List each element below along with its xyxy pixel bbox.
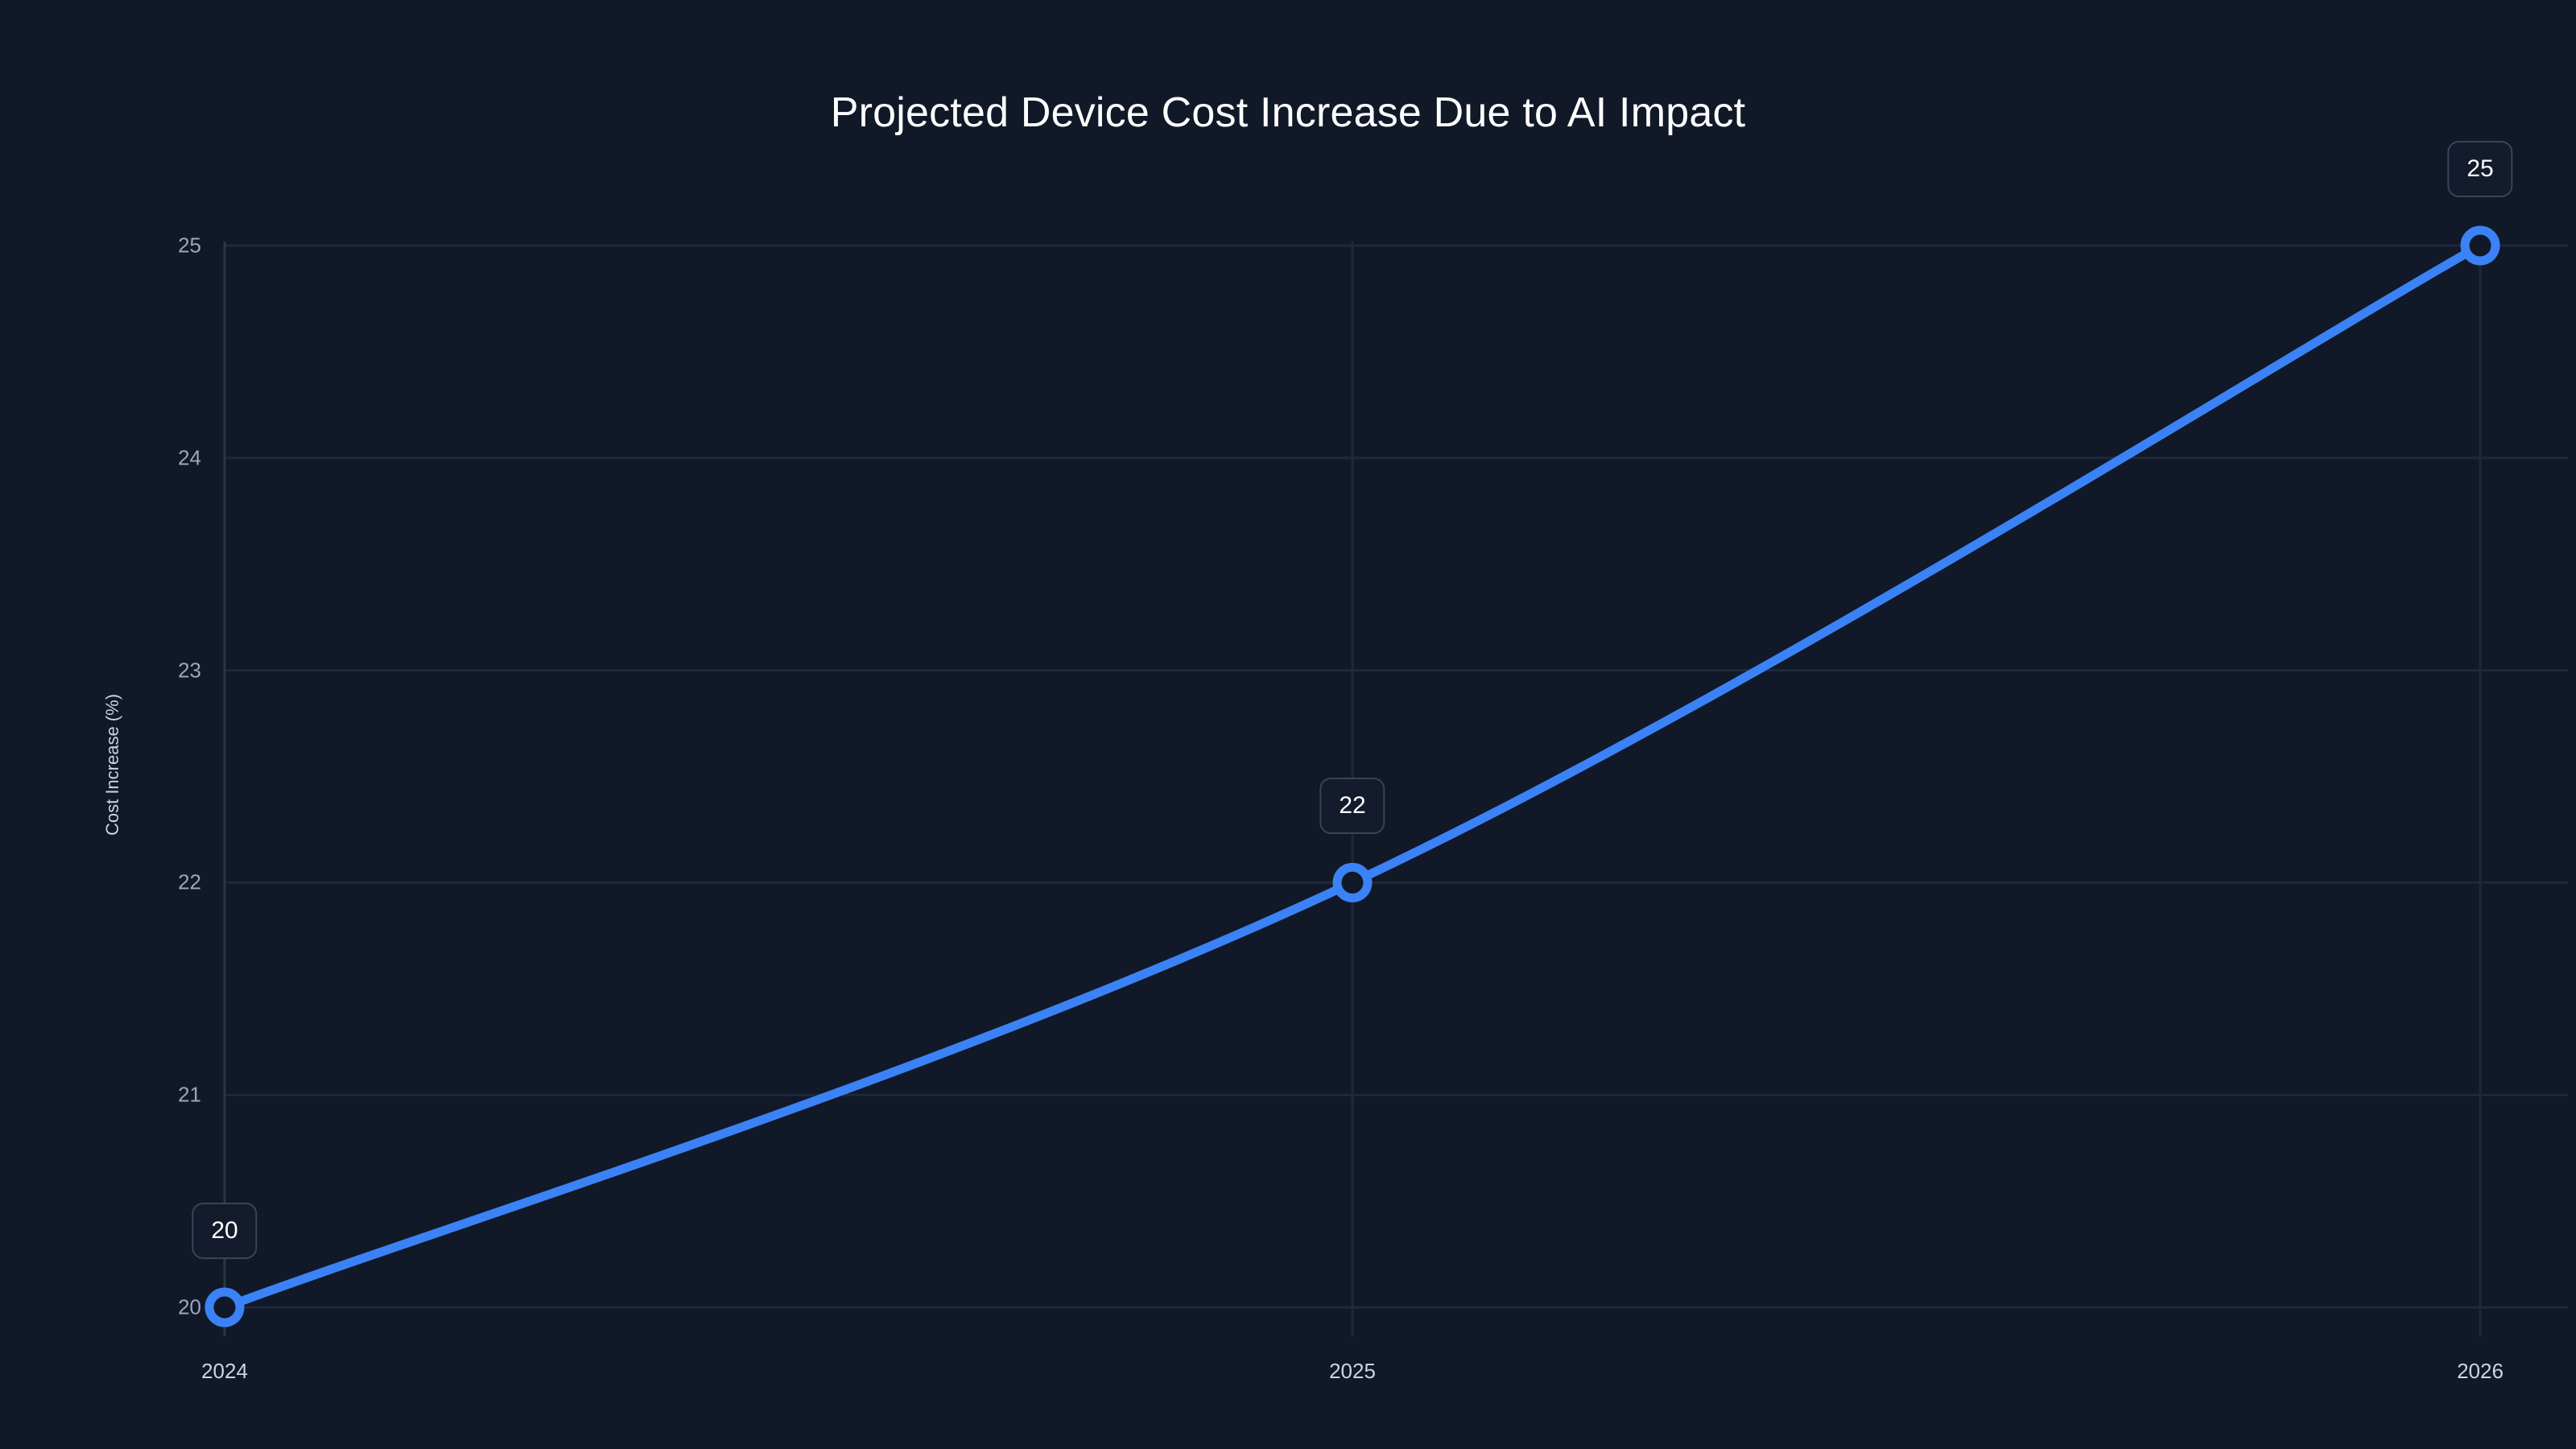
y-axis-tick-label: 20 bbox=[178, 1294, 201, 1319]
x-axis-tick-label: 2024 bbox=[201, 1359, 248, 1383]
y-axis-tick-label: 21 bbox=[178, 1082, 201, 1107]
data-point-value-badge: 22 bbox=[1319, 778, 1385, 835]
data-point-marker[interactable] bbox=[2460, 225, 2500, 266]
data-point-value-badge: 25 bbox=[2447, 141, 2513, 197]
horizontal-gridlines bbox=[225, 244, 2568, 1309]
y-axis-tick-label: 25 bbox=[178, 233, 201, 258]
series-markers bbox=[204, 225, 2500, 1327]
y-axis-tick-label: 24 bbox=[178, 445, 201, 470]
x-axis-tick-label: 2025 bbox=[1329, 1359, 1376, 1383]
data-point-value-badge: 20 bbox=[192, 1203, 258, 1259]
y-axis-tick-label: 22 bbox=[178, 869, 201, 894]
y-axis-tick-label: 23 bbox=[178, 658, 201, 683]
x-axis-tick-label: 2026 bbox=[2457, 1359, 2504, 1383]
data-point-marker[interactable] bbox=[204, 1287, 245, 1327]
chart-title: Projected Device Cost Increase Due to AI… bbox=[830, 89, 1746, 136]
data-point-marker[interactable] bbox=[1332, 862, 1373, 902]
